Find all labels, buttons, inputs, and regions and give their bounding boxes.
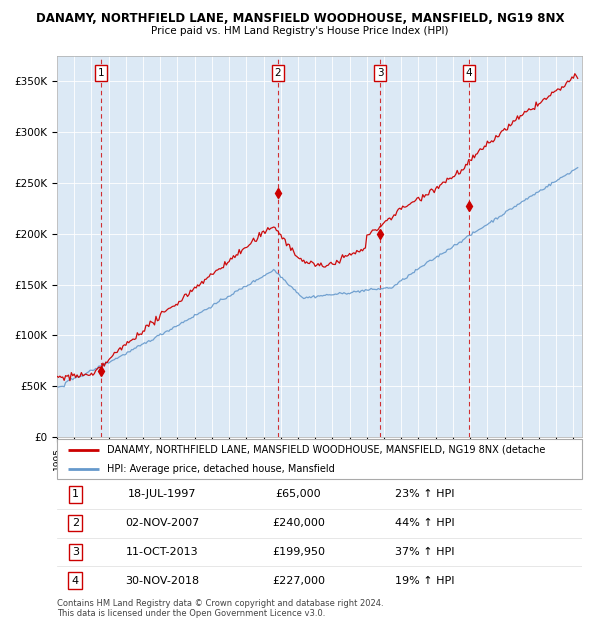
Text: 1: 1 [72, 489, 79, 499]
Text: 11-OCT-2013: 11-OCT-2013 [125, 547, 199, 557]
Text: 37% ↑ HPI: 37% ↑ HPI [395, 547, 454, 557]
Text: 2: 2 [275, 68, 281, 78]
Text: 4: 4 [466, 68, 472, 78]
Text: 3: 3 [377, 68, 383, 78]
Text: 3: 3 [72, 547, 79, 557]
Text: 44% ↑ HPI: 44% ↑ HPI [395, 518, 454, 528]
Text: 23% ↑ HPI: 23% ↑ HPI [395, 489, 454, 499]
Text: £227,000: £227,000 [272, 576, 325, 586]
Text: 4: 4 [72, 576, 79, 586]
Text: Contains HM Land Registry data © Crown copyright and database right 2024.: Contains HM Land Registry data © Crown c… [57, 599, 383, 608]
Text: 1: 1 [97, 68, 104, 78]
Text: 19% ↑ HPI: 19% ↑ HPI [395, 576, 454, 586]
Text: £240,000: £240,000 [272, 518, 325, 528]
FancyBboxPatch shape [57, 439, 582, 479]
Text: £65,000: £65,000 [275, 489, 322, 499]
Text: This data is licensed under the Open Government Licence v3.0.: This data is licensed under the Open Gov… [57, 609, 325, 618]
Text: 18-JUL-1997: 18-JUL-1997 [128, 489, 196, 499]
Text: Price paid vs. HM Land Registry's House Price Index (HPI): Price paid vs. HM Land Registry's House … [151, 26, 449, 36]
Text: DANAMY, NORTHFIELD LANE, MANSFIELD WOODHOUSE, MANSFIELD, NG19 8NX (detache: DANAMY, NORTHFIELD LANE, MANSFIELD WOODH… [107, 445, 545, 454]
Text: £199,950: £199,950 [272, 547, 325, 557]
Text: 2: 2 [72, 518, 79, 528]
Text: HPI: Average price, detached house, Mansfield: HPI: Average price, detached house, Mans… [107, 464, 335, 474]
Text: 30-NOV-2018: 30-NOV-2018 [125, 576, 199, 586]
Text: 02-NOV-2007: 02-NOV-2007 [125, 518, 199, 528]
Text: DANAMY, NORTHFIELD LANE, MANSFIELD WOODHOUSE, MANSFIELD, NG19 8NX: DANAMY, NORTHFIELD LANE, MANSFIELD WOODH… [36, 12, 564, 25]
